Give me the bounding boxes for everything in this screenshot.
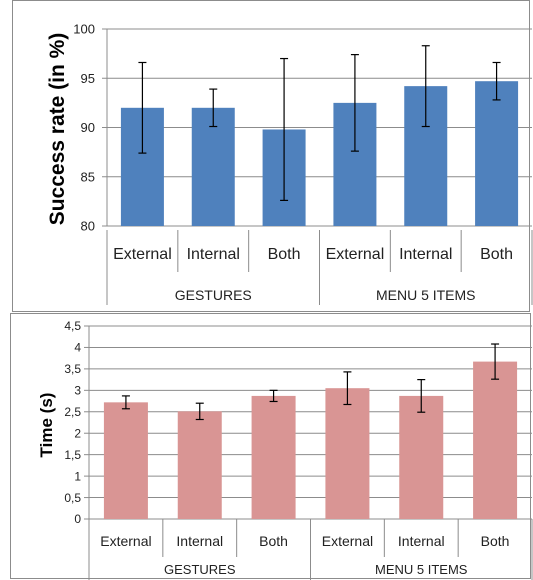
- bar: [251, 395, 296, 519]
- bar: [399, 395, 444, 519]
- group-label: MENU 5 ITEMS: [375, 562, 468, 577]
- y-tick-label: 0,5: [64, 491, 81, 505]
- y-tick-label: 80: [81, 219, 95, 234]
- category-label: Internal: [398, 533, 445, 549]
- y-tick-label: 4,5: [64, 319, 81, 333]
- y-tick-label: 4: [74, 341, 81, 355]
- category-label: External: [326, 246, 385, 263]
- bar: [103, 402, 148, 519]
- category-label: Both: [268, 246, 301, 263]
- y-tick-label: 1,5: [64, 448, 81, 462]
- time-chart: Time (s) 0 0,5 1 1,5 2 2,5 3 3,5 4 4,5 External Int…: [37, 319, 533, 580]
- category-label: External: [113, 246, 172, 263]
- y-tick-label: 0: [74, 512, 81, 526]
- y-tick-label: 2: [74, 426, 81, 440]
- chart-2-ylabel: Time (s): [37, 393, 56, 458]
- category-label: External: [100, 533, 151, 549]
- category-label: Internal: [399, 246, 452, 263]
- category-label: Both: [481, 533, 510, 549]
- success-rate-chart: Success rate (in %) 80 85 90 95 100 External I…: [46, 22, 533, 305]
- y-tick-label: 100: [73, 22, 95, 37]
- y-tick-label: 3: [74, 384, 81, 398]
- bar: [191, 107, 235, 226]
- chart-1-ylabel: Success rate (in %): [46, 33, 69, 226]
- bar: [177, 411, 222, 519]
- category-label: Internal: [187, 246, 240, 263]
- category-label: Both: [259, 533, 288, 549]
- y-tick-label: 2,5: [64, 405, 81, 419]
- y-tick-label: 85: [81, 169, 95, 184]
- bar: [475, 81, 519, 226]
- category-label: Internal: [176, 533, 223, 549]
- bar: [325, 388, 370, 519]
- category-label: Both: [480, 246, 513, 263]
- y-tick-label: 3,5: [64, 362, 81, 376]
- group-label: GESTURES: [164, 562, 236, 577]
- y-tick-label: 95: [81, 71, 95, 86]
- bar: [473, 361, 518, 519]
- y-tick-label: 90: [81, 120, 95, 135]
- group-label: GESTURES: [175, 287, 252, 303]
- group-label: MENU 5 ITEMS: [376, 287, 476, 303]
- category-label: External: [322, 533, 373, 549]
- y-tick-label: 1: [74, 469, 81, 483]
